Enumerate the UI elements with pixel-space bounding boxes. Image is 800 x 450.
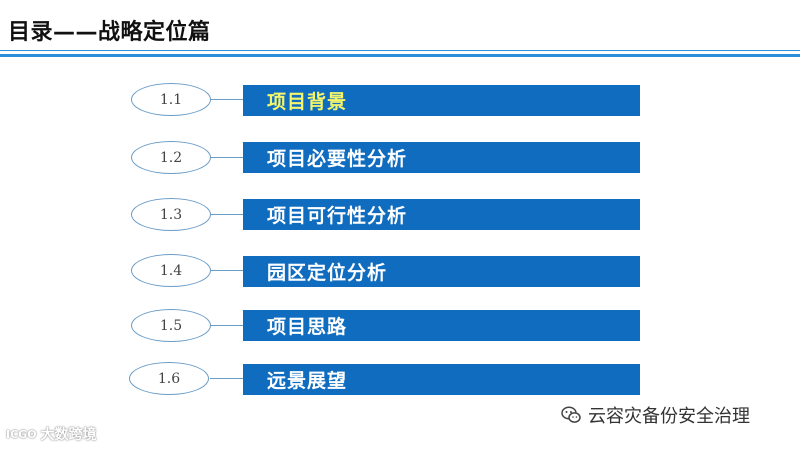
toc-item[interactable]: 1.5 项目思路 — [0, 307, 800, 347]
toc-item[interactable]: 1.2 项目必要性分析 — [0, 139, 800, 179]
toc-connector — [210, 270, 244, 272]
toc-number-oval: 1.5 — [131, 309, 211, 342]
toc-number-oval: 1.1 — [131, 83, 211, 116]
toc-bar: 项目可行性分析 — [243, 199, 640, 230]
toc-connector — [210, 157, 244, 159]
title-rule-thick — [0, 54, 800, 57]
toc-bar: 项目思路 — [243, 310, 640, 341]
toc-connector — [210, 325, 244, 327]
toc-item[interactable]: 1.1 项目背景 — [0, 82, 800, 122]
toc-bar: 项目必要性分析 — [243, 142, 640, 173]
toc-item[interactable]: 1.4 园区定位分析 — [0, 252, 800, 292]
watermark-text: 云容灾备份安全治理 — [588, 406, 750, 427]
brand-mark: ICGO 大数跨境 — [6, 424, 97, 444]
toc-connector — [210, 214, 244, 216]
toc-number-oval: 1.2 — [131, 141, 211, 174]
toc-connector — [210, 99, 244, 101]
watermark: 云容灾备份安全治理 — [560, 402, 750, 428]
brand-name: 大数跨境 — [40, 427, 97, 443]
toc-bar: 远景展望 — [243, 364, 640, 395]
toc-bar: 项目背景 — [243, 85, 640, 116]
toc-number-oval: 1.4 — [131, 254, 211, 287]
wechat-icon — [560, 404, 582, 426]
toc-item[interactable]: 1.3 项目可行性分析 — [0, 196, 800, 236]
toc-number-oval: 1.6 — [129, 362, 209, 395]
toc-bar: 园区定位分析 — [243, 256, 640, 287]
toc-connector — [210, 378, 244, 380]
toc-number-oval: 1.3 — [131, 198, 211, 231]
brand-logo: ICGO — [6, 427, 37, 441]
toc-item[interactable]: 1.6 远景展望 — [0, 361, 800, 401]
title-rule-thin — [0, 50, 800, 51]
page-title: 目录——战略定位篇 — [8, 20, 211, 45]
